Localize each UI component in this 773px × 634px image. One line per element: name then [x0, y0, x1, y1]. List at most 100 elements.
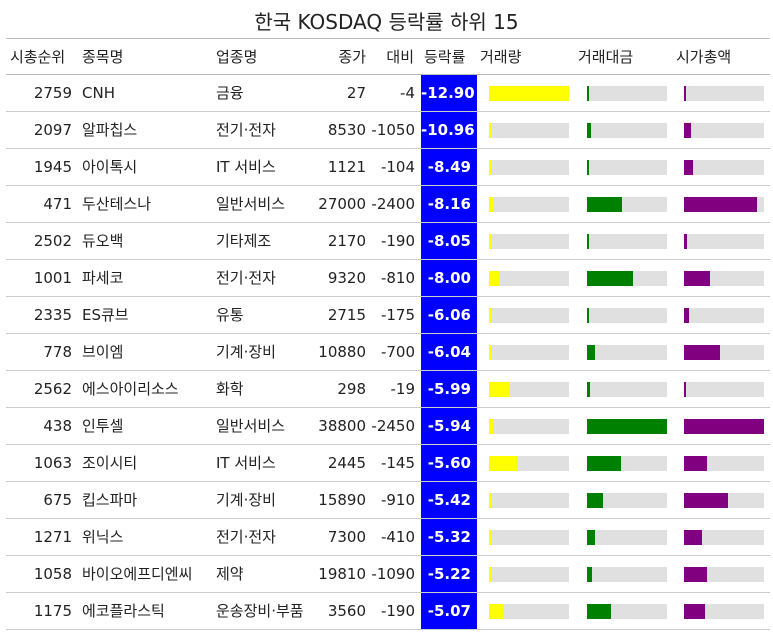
table-row: 438 인투셀 일반서비스 38800 -2450 -5.94: [0, 408, 773, 445]
volume-bar: [489, 197, 493, 212]
cell-diff: -2450: [371, 417, 415, 435]
cell-rank: 2562: [33, 380, 72, 398]
volume-bar-track: [489, 308, 569, 323]
amount-bar-track: [587, 160, 667, 175]
cap-bar-track: [684, 197, 764, 212]
cell-rank: 2502: [33, 232, 72, 250]
table-row: 2759 CNH 금융 27 -4 -12.90: [0, 75, 773, 112]
cap-bar-track: [684, 123, 764, 138]
table-row: 2097 알파칩스 전기·전자 8530 -1050 -10.96: [0, 112, 773, 149]
cap-bar: [684, 530, 702, 545]
cell-sector: 제약: [216, 565, 244, 583]
cell-name: 파세코: [82, 269, 124, 287]
header-rule: [6, 74, 770, 75]
cell-name: 아이톡시: [82, 158, 138, 176]
volume-bar-track: [489, 419, 569, 434]
header-name: 종목명: [82, 48, 124, 66]
cell-price: 1121: [327, 158, 366, 176]
cap-bar: [684, 123, 691, 138]
cell-diff: -410: [380, 528, 415, 546]
row-divider: [6, 518, 770, 519]
cap-bar-track: [684, 419, 764, 434]
cell-price: 10880: [318, 343, 366, 361]
cell-change: -5.07: [421, 593, 477, 630]
table-row: 1063 조이시티 IT 서비스 2445 -145 -5.60: [0, 445, 773, 482]
volume-bar: [489, 308, 491, 323]
top-rule: [6, 38, 770, 39]
cell-name: 브이엠: [82, 343, 124, 361]
cell-diff: -4: [400, 84, 415, 102]
row-divider: [6, 296, 770, 297]
volume-bar-track: [489, 160, 569, 175]
cell-price: 298: [337, 380, 366, 398]
row-divider: [6, 444, 770, 445]
cell-change: -6.04: [421, 334, 477, 371]
cap-bar-track: [684, 308, 764, 323]
cell-name: 위닉스: [82, 528, 124, 546]
table-row: 2562 에스아이리소스 화학 298 -19 -5.99: [0, 371, 773, 408]
cell-name: 인투셀: [82, 417, 124, 435]
volume-bar-track: [489, 86, 569, 101]
table-title: 한국 KOSDAQ 등락률 하위 15: [254, 10, 519, 34]
cell-sector: 전기·전자: [216, 528, 276, 546]
cell-change: -5.60: [421, 445, 477, 482]
cap-bar-track: [684, 234, 764, 249]
header-volume: 거래량: [480, 48, 522, 66]
cell-price: 3560: [327, 602, 366, 620]
volume-bar: [489, 493, 491, 508]
cap-bar-track: [684, 271, 764, 286]
cell-price: 15890: [318, 491, 366, 509]
cap-bar: [684, 493, 728, 508]
cell-price: 2170: [327, 232, 366, 250]
volume-bar: [489, 530, 491, 545]
volume-bar: [489, 604, 503, 619]
header-rank: 시총순위: [10, 48, 66, 66]
row-divider: [6, 259, 770, 260]
volume-bar-track: [489, 197, 569, 212]
amount-bar: [587, 419, 667, 434]
amount-bar: [587, 567, 592, 582]
cell-diff: -700: [380, 343, 415, 361]
header-sector: 업종명: [216, 48, 258, 66]
cap-bar: [684, 197, 757, 212]
cell-name: CNH: [82, 84, 115, 102]
cell-name: 바이오에프디엔씨: [82, 565, 193, 583]
row-divider: [6, 333, 770, 334]
amount-bar-track: [587, 234, 667, 249]
volume-bar-track: [489, 604, 569, 619]
cell-rank: 2335: [33, 306, 72, 324]
cell-name: 두산테스나: [82, 195, 152, 213]
amount-bar-track: [587, 308, 667, 323]
cell-sector: IT 서비스: [216, 454, 276, 472]
volume-bar-track: [489, 493, 569, 508]
cell-name: 에스아이리소스: [82, 380, 179, 398]
cap-bar: [684, 567, 707, 582]
volume-bar-track: [489, 345, 569, 360]
header-amount: 거래대금: [578, 48, 634, 66]
cell-diff: -810: [380, 269, 415, 287]
amount-bar: [587, 530, 595, 545]
row-divider: [6, 185, 770, 186]
table-row: 675 킵스파마 기계·장비 15890 -910 -5.42: [0, 482, 773, 519]
cell-price: 9320: [327, 269, 366, 287]
cell-diff: -190: [380, 602, 415, 620]
cell-price: 2445: [327, 454, 366, 472]
table-row: 1058 바이오에프디엔씨 제약 19810 -1090 -5.22: [0, 556, 773, 593]
volume-bar: [489, 345, 491, 360]
cell-price: 7300: [327, 528, 366, 546]
amount-bar-track: [587, 345, 667, 360]
cell-sector: IT 서비스: [216, 158, 276, 176]
cap-bar-track: [684, 567, 764, 582]
cell-rank: 675: [43, 491, 72, 509]
volume-bar: [489, 123, 491, 138]
cell-diff: -145: [380, 454, 415, 472]
cell-rank: 471: [43, 195, 72, 213]
cell-name: ES큐브: [82, 306, 129, 324]
cell-rank: 1058: [33, 565, 72, 583]
cell-sector: 일반서비스: [216, 417, 286, 435]
cell-rank: 438: [43, 417, 72, 435]
cell-rank: 1063: [33, 454, 72, 472]
cell-rank: 1175: [33, 602, 72, 620]
cell-diff: -19: [390, 380, 416, 398]
amount-bar-track: [587, 567, 667, 582]
